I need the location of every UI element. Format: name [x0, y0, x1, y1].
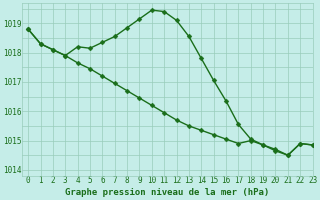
X-axis label: Graphe pression niveau de la mer (hPa): Graphe pression niveau de la mer (hPa) — [65, 188, 269, 197]
